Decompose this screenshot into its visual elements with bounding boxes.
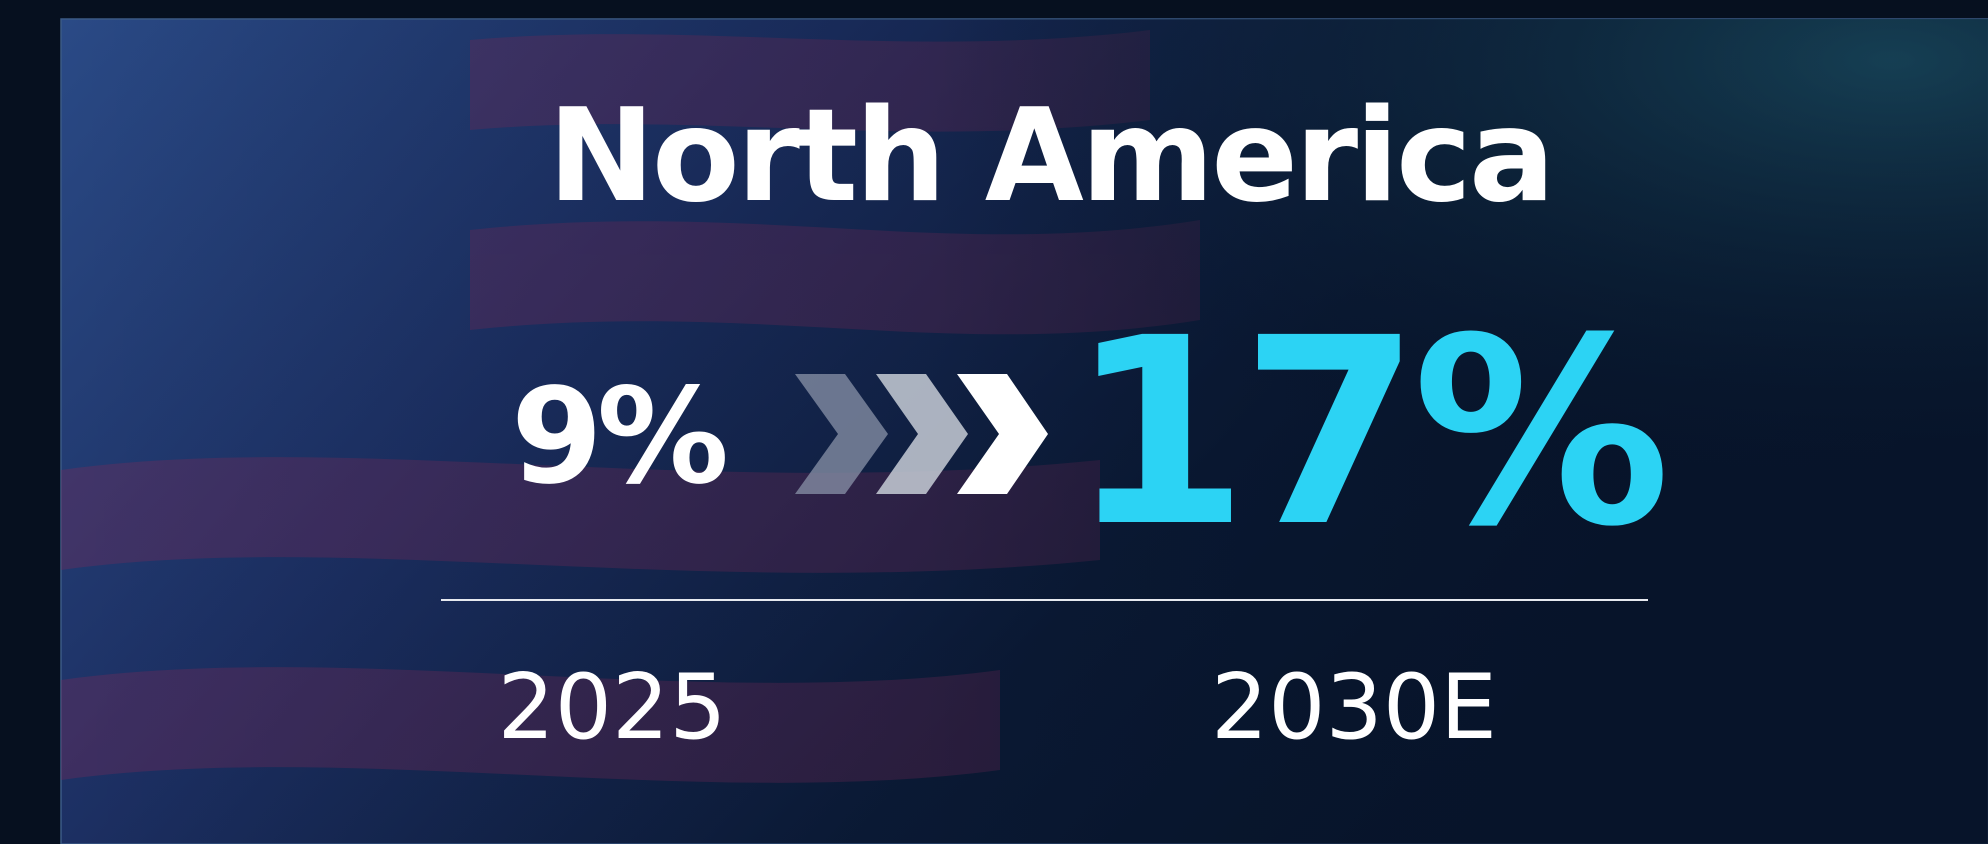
to-value: 17% (1069, 283, 1666, 583)
from-year: 2025 (497, 655, 726, 760)
chevron (957, 374, 1048, 494)
to-year: 2030E (1211, 655, 1497, 760)
chevron (876, 374, 968, 494)
title: North America (548, 82, 1553, 231)
chevron (795, 374, 888, 494)
from-value: 9% (511, 360, 726, 514)
arrows (795, 374, 1048, 494)
